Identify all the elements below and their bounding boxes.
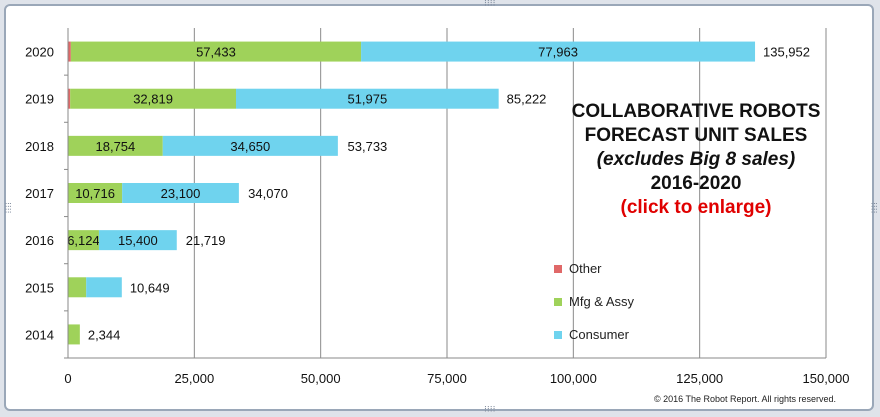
y-tick-label-2015: 2015 <box>25 280 54 295</box>
legend-swatch-other <box>554 264 562 273</box>
legend-label-other: Other <box>569 261 602 276</box>
data-label-mfgassy-2020: 57,433 <box>196 45 236 60</box>
total-label-2020: 135,952 <box>763 45 810 60</box>
bar-mfgassy-2018 <box>68 135 163 156</box>
legend-label-consumer: Consumer <box>569 327 629 342</box>
total-label-2014: 2,344 <box>88 327 121 342</box>
data-label-mfgassy-2017: 10,716 <box>75 186 115 201</box>
x-tick-label-0: 0 <box>64 371 71 386</box>
legend-swatch-consumer <box>554 330 562 339</box>
data-label-mfgassy-2018: 18,754 <box>96 139 136 154</box>
bar-other-2019 <box>68 88 71 109</box>
x-tick-label-3: 75,000 <box>427 371 467 386</box>
total-label-2017: 34,070 <box>248 186 288 201</box>
chart-title: COLLABORATIVE ROBOTS FORECAST UNIT SALES… <box>566 100 826 220</box>
enlarge-link[interactable]: (click to enlarge) <box>620 197 772 218</box>
y-tick-label-2014: 2014 <box>25 327 54 342</box>
data-label-consumer-2017: 23,100 <box>161 186 201 201</box>
bar-mfgassy-2019 <box>70 88 237 109</box>
x-tick-label-5: 125,000 <box>676 371 723 386</box>
legend-swatch-mfg <box>554 297 562 306</box>
x-tick-label-1: 25,000 <box>174 371 214 386</box>
bar-other-2020 <box>68 41 71 62</box>
legend-item-mfg: Mfg & Assy <box>554 285 634 318</box>
bar-consumer-2017 <box>122 183 239 203</box>
bar-mfgassy-2017 <box>68 183 123 203</box>
bar-consumer-2015 <box>86 277 122 298</box>
data-label-mfgassy-2019: 32,819 <box>133 92 173 107</box>
title-line-2: FORECAST UNIT SALES <box>584 125 808 146</box>
data-label-consumer-2019: 51,975 <box>347 92 387 107</box>
title-line-1: COLLABORATIVE ROBOTS <box>571 101 821 122</box>
total-label-2015: 10,649 <box>130 280 170 295</box>
x-tick-label-4: 100,000 <box>550 371 597 386</box>
y-tick-label-2016: 2016 <box>25 233 54 248</box>
data-label-consumer-2020: 77,963 <box>538 45 578 60</box>
resize-handle-bottom[interactable]: ⁝⁝⁝⁝ <box>484 405 496 415</box>
title-line-3: (excludes Big 8 sales) <box>596 149 796 170</box>
y-tick-label-2019: 2019 <box>25 92 54 107</box>
legend-label-mfg: Mfg & Assy <box>569 294 635 309</box>
title-line-4: 2016-2020 <box>650 173 742 194</box>
y-tick-label-2017: 2017 <box>25 186 54 201</box>
bar-consumer-2020 <box>361 41 756 62</box>
total-label-2018: 53,733 <box>348 139 388 154</box>
resize-handle-left[interactable]: ⁝⁝⁝⁝ <box>2 202 12 214</box>
chart-legend: Other Mfg & Assy Consumer <box>554 252 634 351</box>
total-label-2019: 85,222 <box>507 92 547 107</box>
y-tick-label-2020: 2020 <box>25 45 54 60</box>
bar-consumer-2016 <box>98 230 177 251</box>
total-label-2016: 21,719 <box>186 233 226 248</box>
data-label-consumer-2018: 34,650 <box>230 139 270 154</box>
resize-handle-right[interactable]: ⁝⁝⁝⁝ <box>868 202 878 214</box>
bar-mfgassy-2016 <box>68 230 99 251</box>
legend-item-other: Other <box>554 252 634 285</box>
bar-mfgassy-2014 <box>68 324 80 345</box>
stacked-bar-chart: 0 25,000 50,000 75,000 100,000 125,000 150,000… <box>25 28 850 386</box>
x-tick-label-2: 50,000 <box>301 371 341 386</box>
bar-consumer-2018 <box>162 135 338 156</box>
resize-handle-top[interactable]: ⁝⁝⁝⁝ <box>484 0 496 9</box>
copyright-text: © 2016 The Robot Report. All rights rese… <box>654 394 837 404</box>
bar-mfgassy-2015 <box>68 277 87 298</box>
legend-item-consumer: Consumer <box>554 318 634 351</box>
x-tick-label-6: 150,000 <box>803 371 850 386</box>
bar-consumer-2019 <box>236 88 499 109</box>
data-label-consumer-2016: 15,400 <box>118 233 158 248</box>
data-label-mfgassy-2016: 6,124 <box>67 233 100 248</box>
y-tick-label-2018: 2018 <box>25 139 54 154</box>
bar-mfgassy-2020 <box>70 41 362 62</box>
